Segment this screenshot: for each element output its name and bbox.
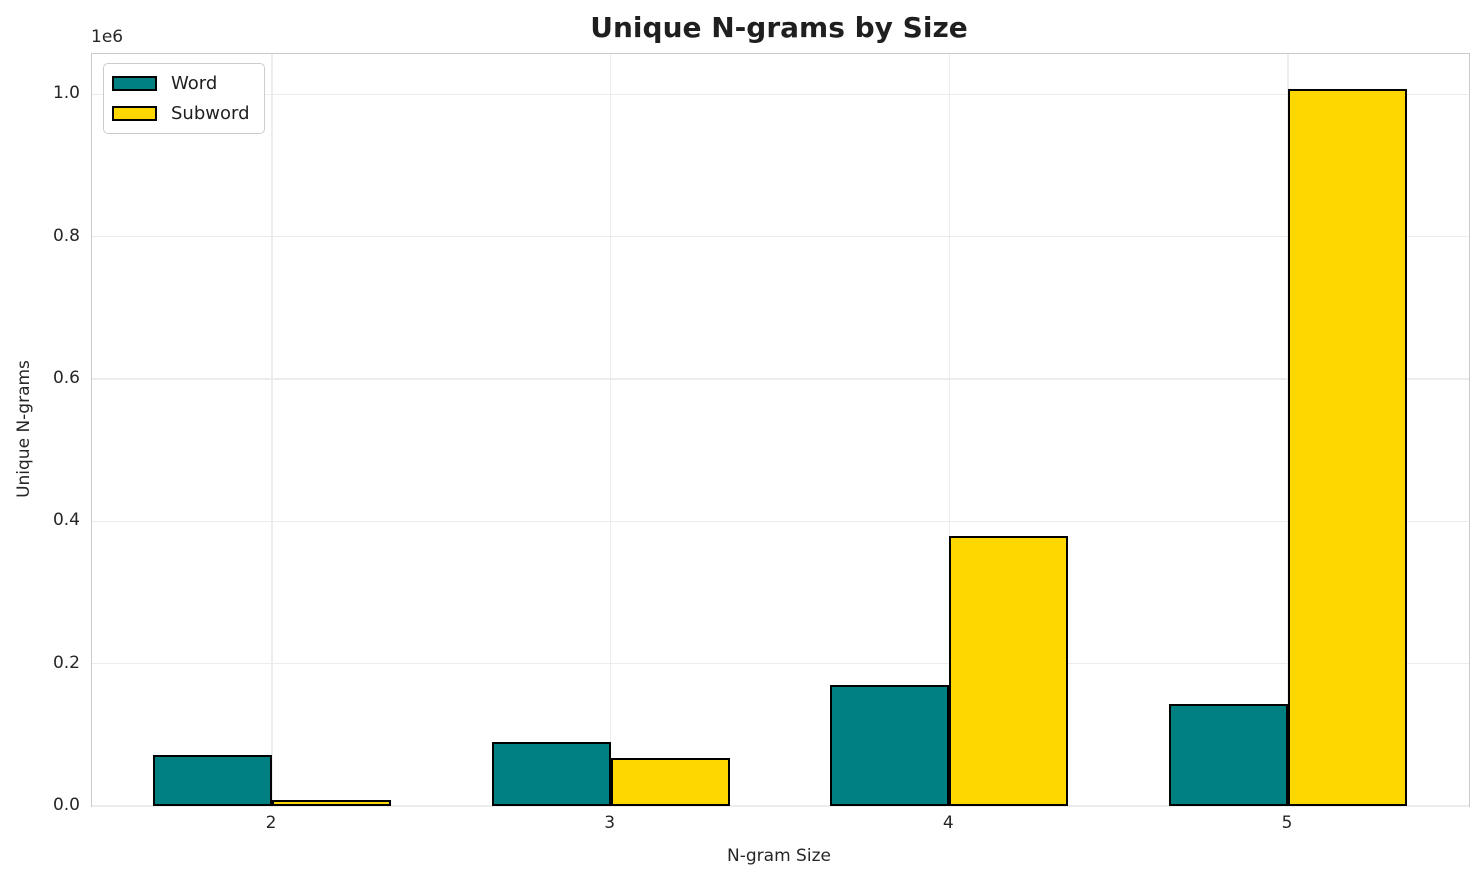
y-axis-offset-label: 1e6	[91, 27, 124, 47]
bar-subword-5	[1288, 88, 1407, 806]
y-tick-label: 0.8	[52, 225, 80, 246]
plot-area: Word Subword	[91, 53, 1470, 807]
v-gridline	[271, 54, 273, 806]
h-gridline	[92, 93, 1469, 95]
y-tick-label: 0.2	[52, 652, 80, 673]
legend-item-subword: Subword	[112, 103, 250, 124]
legend-label: Subword	[171, 103, 250, 124]
bar-word-2	[153, 755, 272, 806]
x-tick-label: 4	[942, 813, 954, 833]
bar-word-4	[830, 685, 950, 806]
legend-swatch-word	[112, 76, 157, 91]
h-gridline	[92, 805, 1469, 807]
legend: Word Subword	[103, 63, 265, 134]
v-gridline	[948, 54, 951, 806]
bar-word-3	[491, 741, 611, 806]
y-tick-label: 1.0	[52, 83, 80, 104]
y-axis-label: Unique N-grams	[14, 360, 34, 498]
legend-item-word: Word	[112, 73, 250, 94]
legend-label: Word	[171, 73, 218, 94]
v-gridline	[609, 54, 612, 806]
h-gridline	[92, 662, 1469, 665]
h-gridline	[92, 520, 1469, 522]
y-tick-label: 0.4	[52, 510, 80, 531]
bar-subword-3	[610, 757, 730, 806]
x-tick-label: 2	[265, 813, 277, 833]
bar-subword-4	[949, 535, 1069, 806]
h-gridline	[92, 378, 1469, 380]
bar-word-5	[1169, 704, 1288, 806]
x-axis-label: N-gram Size	[727, 846, 831, 866]
legend-swatch-subword	[112, 106, 157, 121]
h-gridline	[92, 235, 1469, 238]
x-tick-label: 5	[1281, 813, 1293, 833]
y-tick-label: 0.0	[52, 795, 80, 815]
x-tick-label: 3	[604, 813, 616, 833]
y-tick-label: 0.6	[52, 367, 80, 388]
v-gridline	[1287, 54, 1289, 806]
chart-title: Unique N-grams by Size	[590, 11, 968, 44]
bar-subword-2	[272, 800, 391, 806]
